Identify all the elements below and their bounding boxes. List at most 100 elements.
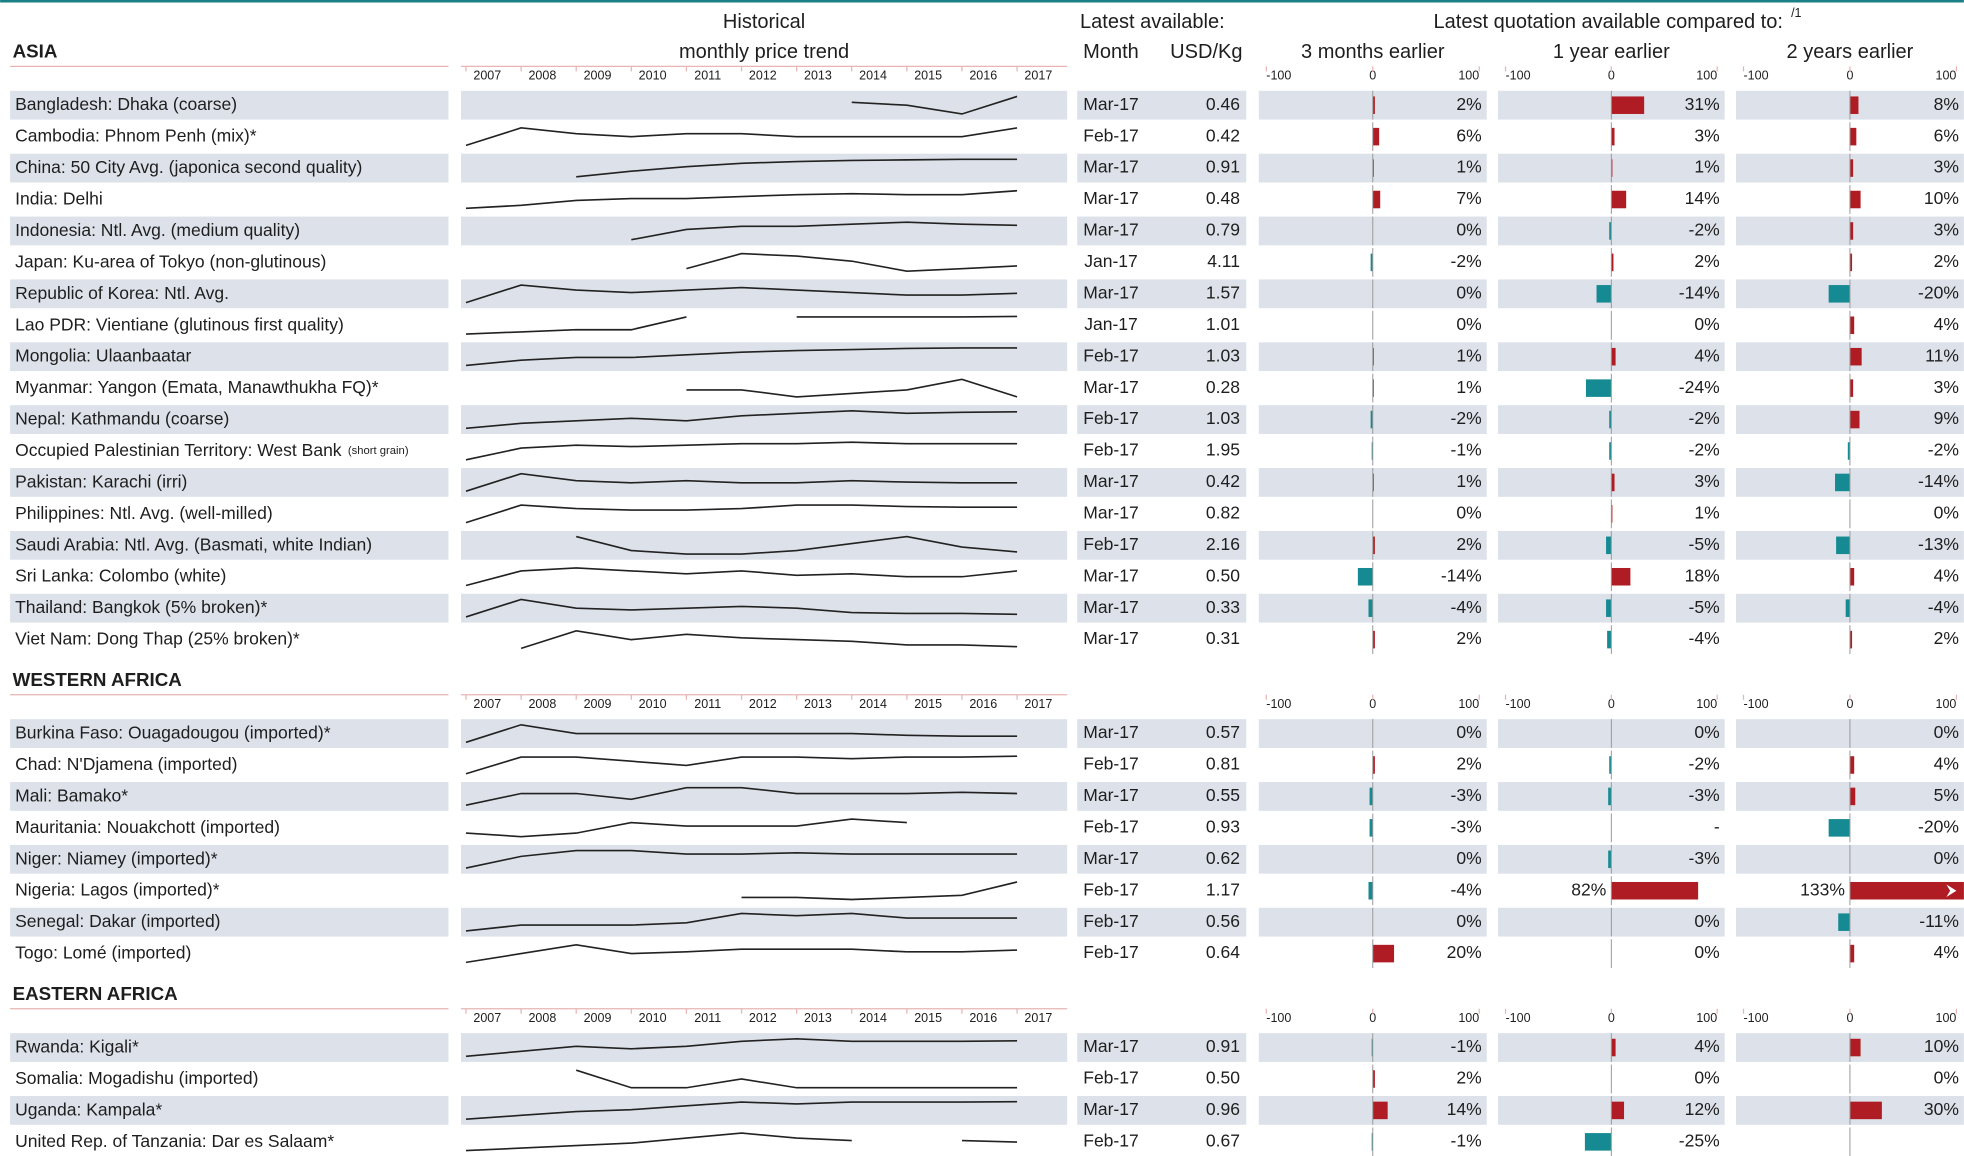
month: Mar-17 xyxy=(1083,1099,1138,1119)
trend-header: monthly price trend xyxy=(679,41,849,63)
change-label: 0% xyxy=(1694,942,1719,962)
trend-line xyxy=(686,378,1018,398)
change-label: -3% xyxy=(1451,816,1482,836)
bar-tick-label: 0 xyxy=(1608,1011,1615,1025)
change-label: 5% xyxy=(1934,785,1959,805)
section-title: WESTERN AFRICA xyxy=(13,669,183,690)
change-label: 1% xyxy=(1456,377,1481,397)
change-bar xyxy=(1849,316,1855,335)
month: Mar-17 xyxy=(1083,157,1138,177)
price: 0.91 xyxy=(1206,157,1240,177)
month: Mar-17 xyxy=(1083,188,1138,208)
change-bar xyxy=(1849,756,1855,774)
change-bar xyxy=(1372,127,1380,146)
row-name: Somalia: Mogadishu (imported) xyxy=(15,1068,258,1088)
trend-line xyxy=(465,347,1018,367)
bar-tick-label: 0 xyxy=(1846,69,1853,83)
bar-tick-label: -100 xyxy=(1743,1011,1768,1025)
period-header: 1 year earlier xyxy=(1553,41,1670,63)
trend-line xyxy=(466,819,1017,837)
trend-line xyxy=(851,95,1018,115)
change-bar xyxy=(1608,787,1612,806)
year-label: 2017 xyxy=(1024,69,1052,83)
row-shade xyxy=(10,782,449,811)
price: 0.31 xyxy=(1206,628,1240,648)
change-label: -2% xyxy=(1689,754,1720,774)
row-shade xyxy=(1077,907,1247,937)
change-label: -4% xyxy=(1451,879,1482,899)
trend-line xyxy=(465,1037,1018,1058)
change-bar xyxy=(1611,347,1616,366)
change-bar xyxy=(1611,505,1613,523)
change-label: -3% xyxy=(1451,785,1482,805)
change-bar xyxy=(1611,1101,1625,1120)
change-bar xyxy=(1611,159,1613,177)
row-name-text: Senegal: Dakar (imported) xyxy=(15,911,220,931)
change-label: 1% xyxy=(1694,157,1719,177)
row-name-text: Uganda: Kampala* xyxy=(15,1099,162,1119)
change-bar xyxy=(1371,442,1373,460)
row-name-text: Philippines: Ntl. Avg. (well-milled) xyxy=(15,503,273,523)
year-label: 2010 xyxy=(639,697,667,711)
row-shade xyxy=(10,342,449,372)
month: Feb-17 xyxy=(1083,1068,1139,1088)
change-bar xyxy=(1368,599,1373,617)
change-bar xyxy=(1372,1101,1388,1120)
row-shade xyxy=(460,153,1068,183)
year-label: 2011 xyxy=(694,69,721,83)
price: 0.48 xyxy=(1206,188,1240,208)
bar-tick-label: -100 xyxy=(1743,69,1768,83)
row-shade xyxy=(460,216,1068,246)
year-label: 2015 xyxy=(914,697,942,711)
change-label: -1% xyxy=(1451,440,1482,460)
year-label: 2016 xyxy=(969,697,997,711)
price: 0.55 xyxy=(1206,785,1240,805)
change-label: 0% xyxy=(1934,722,1959,742)
bar-tick-label: 100 xyxy=(1936,697,1957,711)
change-bar xyxy=(1372,536,1375,555)
change-label: -3% xyxy=(1689,848,1720,868)
change-label: 3% xyxy=(1934,220,1959,240)
bar-tick-label: 100 xyxy=(1696,69,1717,83)
change-label: 1% xyxy=(1456,345,1481,365)
row-name: India: Delhi xyxy=(15,188,103,208)
row-name-text: Lao PDR: Vientiane (glutinous first qual… xyxy=(15,314,344,334)
price: 0.96 xyxy=(1206,1099,1240,1119)
month: Feb-17 xyxy=(1083,911,1139,931)
row-name-text: Myanmar: Yangon (Emata, Manawthukha FQ)* xyxy=(15,377,379,397)
row-name-note: (short grain) xyxy=(348,445,409,457)
top-rule xyxy=(0,0,1964,3)
change-label: -2% xyxy=(1451,251,1482,271)
change-label: 2% xyxy=(1456,754,1481,774)
month-header: Month xyxy=(1083,41,1139,63)
change-label: 2% xyxy=(1456,628,1481,648)
row-name-text: Pakistan: Karachi (irri) xyxy=(15,471,187,491)
change-label: -24% xyxy=(1679,377,1720,397)
bar-tick-label: 0 xyxy=(1846,697,1853,711)
year-label: 2013 xyxy=(804,69,832,83)
row-name: Cambodia: Phnom Penh (mix)* xyxy=(15,125,257,145)
month: Mar-17 xyxy=(1083,785,1138,805)
year-label: 2007 xyxy=(473,697,501,711)
row-name: Senegal: Dakar (imported) xyxy=(15,911,220,931)
change-bar xyxy=(1372,1070,1375,1088)
row-name: Indonesia: Ntl. Avg. (medium quality) xyxy=(15,220,300,240)
change-bar xyxy=(1372,473,1374,492)
change-label: 4% xyxy=(1934,942,1959,962)
change-bar xyxy=(1606,536,1612,555)
row-shade xyxy=(10,216,449,246)
month: Feb-17 xyxy=(1083,754,1139,774)
change-label: -1% xyxy=(1451,1036,1482,1056)
change-label: 31% xyxy=(1685,94,1720,114)
change-label: 4% xyxy=(1934,314,1959,334)
trend-line xyxy=(465,472,1018,492)
change-bar xyxy=(1609,410,1612,429)
change-label: 3% xyxy=(1694,471,1719,491)
change-label: 2% xyxy=(1934,251,1959,271)
change-label: 0% xyxy=(1456,911,1481,931)
change-label: -5% xyxy=(1689,534,1720,554)
change-label: -14% xyxy=(1679,282,1720,302)
change-label: 4% xyxy=(1934,754,1959,774)
year-label: 2013 xyxy=(804,1011,832,1025)
row-name-text: Nepal: Kathmandu (coarse) xyxy=(15,408,229,428)
